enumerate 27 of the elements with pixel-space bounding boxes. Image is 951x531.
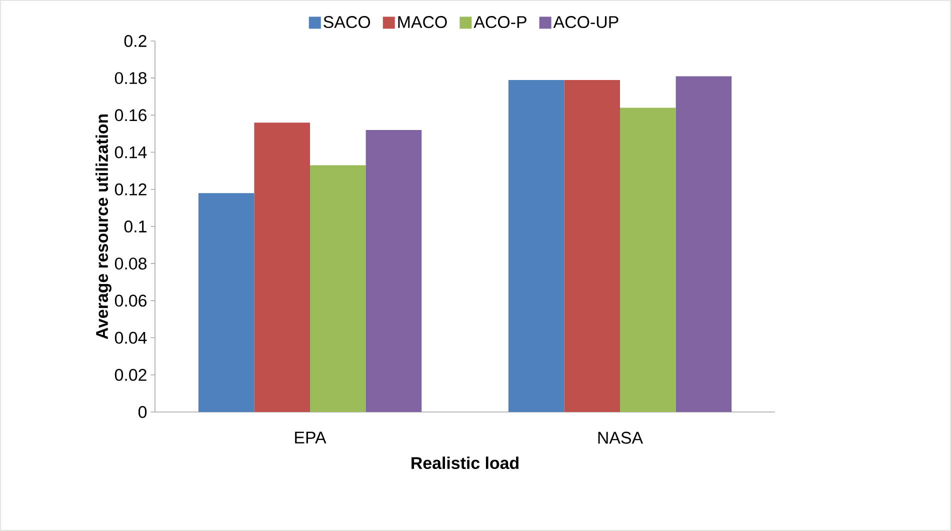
bar — [508, 80, 564, 412]
bar — [366, 130, 422, 412]
x-tick-label: NASA — [598, 432, 644, 444]
y-tick-label: 0.12 — [114, 183, 146, 196]
y-tick-label: 0.08 — [114, 258, 147, 270]
bar — [620, 108, 676, 412]
bar — [198, 193, 254, 412]
legend-label: ACO-P — [474, 16, 526, 28]
legend-label: ACO-UP — [553, 16, 618, 28]
x-tick-label: EPA — [295, 432, 326, 444]
legend-label: SACO — [324, 16, 370, 28]
bar — [254, 122, 310, 412]
y-tick-label: 0.1 — [124, 220, 146, 232]
y-tick-label: 0 — [138, 406, 147, 418]
y-tick-label: 0.18 — [114, 72, 147, 84]
y-axis-title: Average resource utilization — [96, 114, 112, 340]
bar — [310, 165, 366, 412]
y-tick-label: 0.02 — [114, 368, 146, 381]
bar — [564, 80, 620, 412]
y-tick-label: 0.04 — [114, 332, 147, 344]
x-axis-title: Realistic load — [412, 456, 518, 470]
y-tick-label: 0.16 — [114, 109, 146, 122]
legend-label: MACO — [398, 16, 447, 28]
bar — [676, 76, 732, 412]
y-tick-label: 0.06 — [114, 294, 146, 307]
y-tick-label: 0.2 — [124, 34, 146, 47]
y-tick-label: 0.14 — [114, 146, 147, 158]
